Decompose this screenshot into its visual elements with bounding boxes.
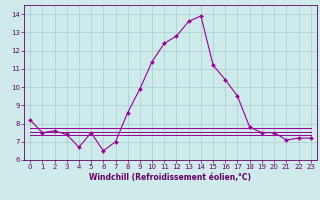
X-axis label: Windchill (Refroidissement éolien,°C): Windchill (Refroidissement éolien,°C)	[89, 173, 252, 182]
